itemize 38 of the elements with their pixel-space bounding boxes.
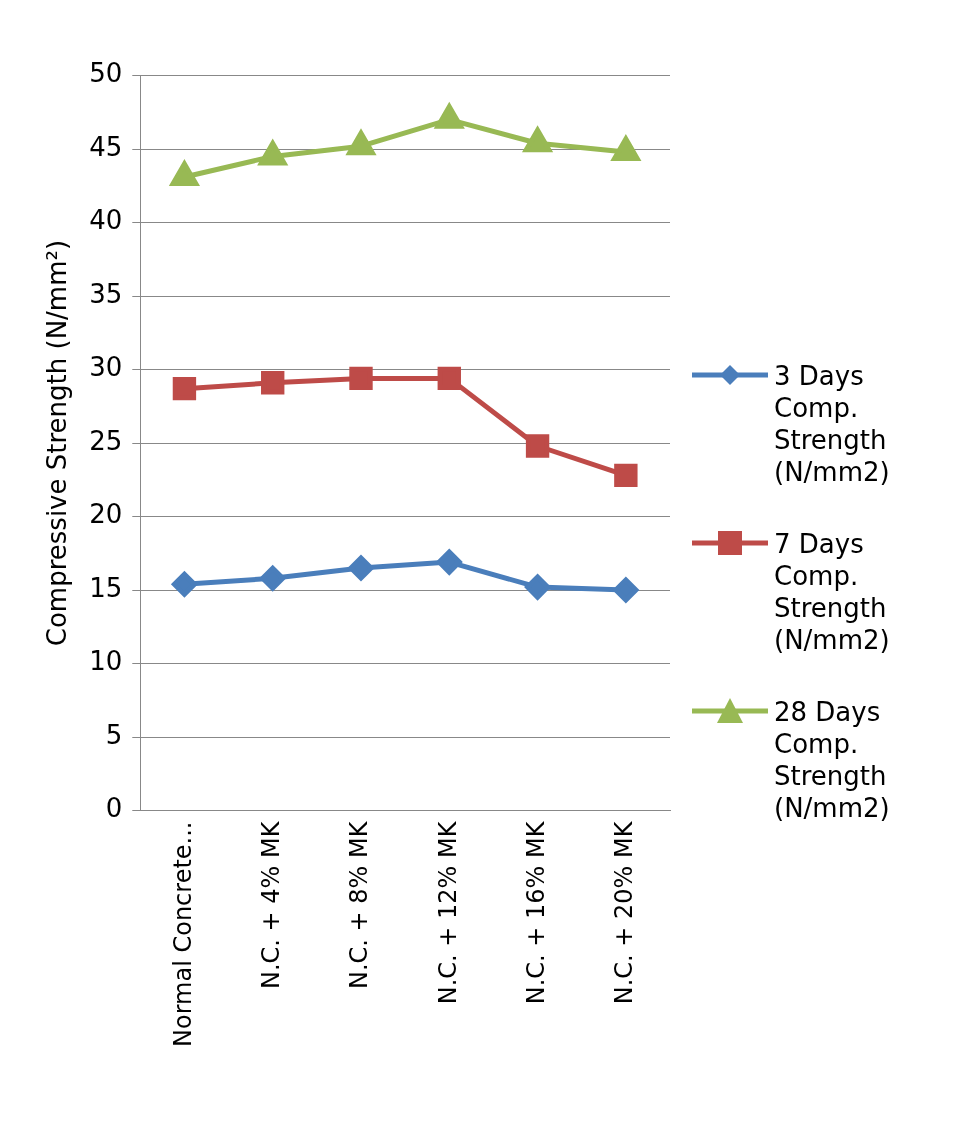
y-tick-label: 30	[89, 352, 123, 383]
legend-label: 28 Days Comp. Strength (N/mm2)	[774, 696, 891, 824]
point	[172, 376, 197, 401]
x-tick-label: N.C. + 16% MK	[521, 820, 550, 1005]
point	[349, 366, 373, 391]
point	[257, 138, 289, 166]
point	[437, 366, 461, 391]
y-tick-label: 10	[89, 646, 123, 677]
point	[436, 549, 462, 575]
y-axis-title: Compressive Strength (N/mm²)	[42, 239, 73, 647]
y-tick-label: 40	[89, 205, 123, 236]
point	[522, 125, 553, 153]
point	[260, 565, 286, 591]
x-tick-label: N.C. + 20% MK	[610, 820, 639, 1005]
y-tick-label: 25	[89, 425, 123, 456]
x-tick-label: N.C. + 4% MK	[256, 820, 285, 989]
y-tick-label: 50	[89, 58, 123, 89]
legend-label: 3 Days Comp. Strength (N/mm2)	[774, 360, 891, 488]
y-tick-label: 35	[89, 278, 123, 309]
y-tick-label: 45	[89, 131, 123, 162]
point	[261, 371, 285, 395]
x-tick-label: N.C. + 12% MK	[433, 820, 462, 1005]
legend-label: 7 Days Comp. Strength (N/mm2)	[774, 528, 891, 656]
point	[613, 577, 639, 603]
y-tick-label: 5	[105, 719, 123, 750]
point	[345, 128, 377, 156]
x-tick-label: N.C. + 8% MK	[345, 820, 374, 989]
point	[525, 434, 550, 458]
point	[169, 159, 200, 187]
point	[525, 574, 551, 600]
x-tick-label: Normal Concrete...	[168, 821, 197, 1047]
point	[348, 555, 374, 581]
y-tick-label: 20	[89, 499, 123, 530]
point	[614, 463, 638, 488]
point	[171, 571, 197, 597]
y-tick-label: 15	[89, 572, 123, 603]
point	[610, 134, 642, 162]
y-tick-label: 0	[105, 793, 123, 824]
